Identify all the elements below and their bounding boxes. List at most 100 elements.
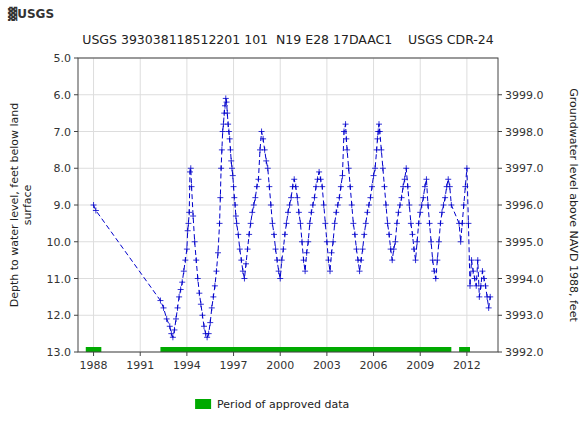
plot-frame	[78, 58, 498, 352]
data-point	[199, 312, 205, 318]
data-point	[376, 121, 382, 127]
y-tick	[74, 131, 78, 132]
data-point	[341, 129, 347, 135]
y-tick-label: 12.0	[47, 309, 72, 322]
y-tick-label: 13.0	[47, 346, 72, 359]
data-point	[233, 213, 239, 219]
data-point	[481, 276, 487, 282]
data-point	[225, 121, 231, 127]
y-tick-label: 11.0	[47, 273, 72, 286]
y2-tick	[498, 168, 502, 169]
data-point	[229, 165, 235, 171]
data-point	[217, 220, 223, 226]
data-point	[441, 202, 447, 208]
x-tick	[373, 352, 374, 356]
data-point	[436, 239, 442, 245]
data-point	[459, 220, 465, 226]
data-point	[311, 195, 317, 201]
data-point	[226, 129, 232, 135]
y-tick	[74, 168, 78, 169]
data-point	[283, 220, 289, 226]
data-point	[442, 195, 448, 201]
data-point	[380, 165, 386, 171]
data-point	[349, 202, 355, 208]
data-point	[319, 184, 325, 190]
data-point	[327, 268, 333, 274]
data-point	[406, 202, 412, 208]
data-point	[392, 239, 398, 245]
x-tick-label: 1997	[220, 359, 248, 372]
data-point	[366, 202, 372, 208]
data-point	[487, 294, 493, 300]
data-point	[279, 257, 285, 263]
data-point	[223, 95, 229, 101]
data-point	[224, 99, 230, 105]
data-point	[227, 136, 233, 142]
data-point	[470, 268, 476, 274]
data-point	[285, 209, 291, 215]
data-point	[262, 147, 268, 153]
data-point	[228, 158, 234, 164]
data-point	[464, 165, 470, 171]
x-tick	[420, 352, 421, 356]
data-point	[252, 195, 258, 201]
data-point	[268, 202, 274, 208]
y2-axis-label: Groundwater level above NAVD 1988, feet	[567, 88, 580, 322]
data-point	[168, 331, 174, 337]
legend: Period of approved data	[195, 398, 349, 411]
legend-label: Period of approved data	[217, 398, 349, 411]
y2-tick	[498, 131, 502, 132]
data-point	[280, 246, 286, 252]
grid-line	[78, 94, 498, 95]
data-point	[282, 231, 288, 237]
data-point	[431, 268, 437, 274]
data-point	[299, 239, 305, 245]
data-point	[189, 184, 195, 190]
data-point	[416, 220, 422, 226]
y-tick	[74, 278, 78, 279]
data-point	[245, 246, 251, 252]
data-point	[291, 176, 297, 182]
data-point	[277, 276, 283, 282]
data-point	[218, 165, 224, 171]
data-point	[215, 250, 221, 256]
data-point	[254, 184, 260, 190]
data-point	[324, 239, 330, 245]
data-point	[417, 209, 423, 215]
data-point	[469, 257, 475, 263]
data-point	[472, 276, 478, 282]
grid-line	[78, 315, 498, 316]
data-point	[157, 298, 163, 304]
data-point	[198, 301, 204, 307]
data-point	[220, 129, 226, 135]
data-point	[377, 129, 383, 135]
data-point	[297, 220, 303, 226]
y-tick-label: 9.0	[54, 199, 72, 212]
grid-line	[78, 131, 498, 132]
data-point	[265, 165, 271, 171]
data-point	[372, 165, 378, 171]
data-point	[338, 184, 344, 190]
data-point	[217, 195, 223, 201]
data-point	[260, 136, 266, 142]
data-point	[234, 220, 240, 226]
data-point	[353, 246, 359, 252]
y2-tick-label: 3994.0	[505, 273, 544, 286]
data-point	[402, 176, 408, 182]
x-tick	[140, 352, 141, 356]
data-point	[378, 147, 384, 153]
data-point	[374, 136, 380, 142]
y2-tick	[498, 315, 502, 316]
plot-area	[86, 95, 493, 352]
data-point	[343, 136, 349, 142]
y-tick	[74, 205, 78, 206]
data-point	[231, 184, 237, 190]
data-point	[196, 290, 202, 296]
data-point	[333, 209, 339, 215]
data-point	[186, 209, 192, 215]
data-point	[363, 220, 369, 226]
chart: ▓USGSUSGS 393038118512201 101 N19 E28 17…	[0, 0, 580, 430]
data-point	[336, 195, 342, 201]
data-point	[164, 316, 170, 322]
data-point	[195, 276, 201, 282]
